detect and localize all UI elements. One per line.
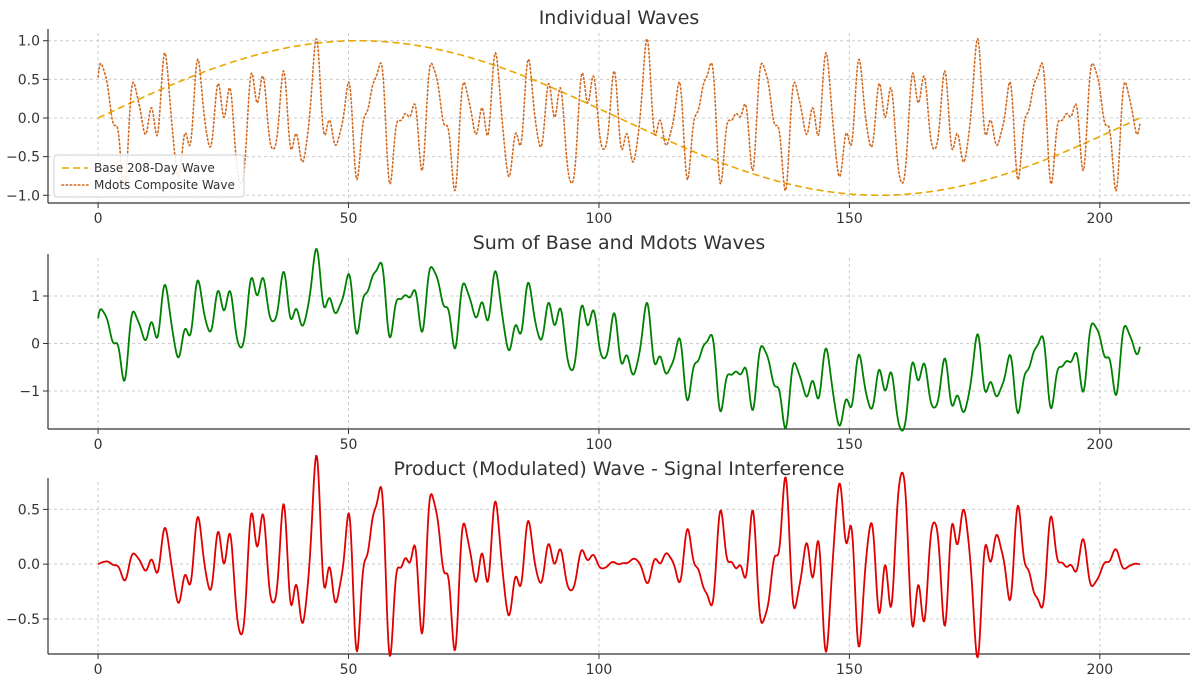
chart-panel-3: Product (Modulated) Wave - Signal Interf… (6, 454, 1190, 678)
chart-title: Sum of Base and Mdots Waves (473, 232, 766, 254)
series-line-sum (97, 248, 1141, 432)
x-tick-label: 0 (94, 437, 103, 453)
x-tick-label: 50 (340, 211, 358, 227)
y-tick-label: 0.0 (18, 557, 40, 573)
y-tick-label: 0.5 (18, 502, 40, 518)
x-tick-label: 0 (94, 662, 103, 678)
y-tick-label: 1.0 (18, 34, 40, 50)
x-tick-label: 150 (836, 437, 863, 453)
chart-title: Individual Waves (539, 7, 700, 29)
x-tick-label: 100 (586, 662, 613, 678)
legend: Base 208-Day Wave Mdots Composite Wave (53, 154, 245, 198)
chart-title: Product (Modulated) Wave - Signal Interf… (393, 458, 844, 480)
x-tick-label: 0 (94, 211, 103, 227)
x-tick-label: 100 (586, 437, 613, 453)
x-tick-label: 150 (836, 662, 863, 678)
x-tick-label: 150 (836, 211, 863, 227)
y-tick-label: −0.5 (6, 150, 40, 166)
y-tick-label: 1 (31, 289, 40, 305)
legend-label: Mdots Composite Wave (94, 178, 235, 192)
x-tick-label: 200 (1086, 662, 1113, 678)
legend-box (53, 154, 245, 198)
y-tick-label: −0.5 (6, 612, 40, 628)
y-tick-label: 0.0 (18, 111, 40, 127)
chart-panel-1: Individual Waves 0 50 100 150 200 −1.0 −0.5 0.0 0… (6, 7, 1190, 227)
y-tick-label: 0.5 (18, 72, 40, 88)
x-tick-label: 200 (1086, 211, 1113, 227)
x-tick-label: 100 (586, 211, 613, 227)
x-tick-label: 50 (340, 662, 358, 678)
x-tick-label: 200 (1086, 437, 1113, 453)
y-tick-label: −1 (19, 384, 40, 400)
x-tick-label: 50 (340, 437, 358, 453)
legend-label: Base 208-Day Wave (94, 161, 215, 175)
chart-panel-2: Sum of Base and Mdots Waves 0 50 100 150 200 −… (19, 232, 1190, 453)
series-line-mdots (97, 37, 1141, 192)
y-tick-label: −1.0 (6, 188, 40, 204)
series-line-product (97, 454, 1141, 659)
y-tick-label: 0 (31, 337, 40, 353)
